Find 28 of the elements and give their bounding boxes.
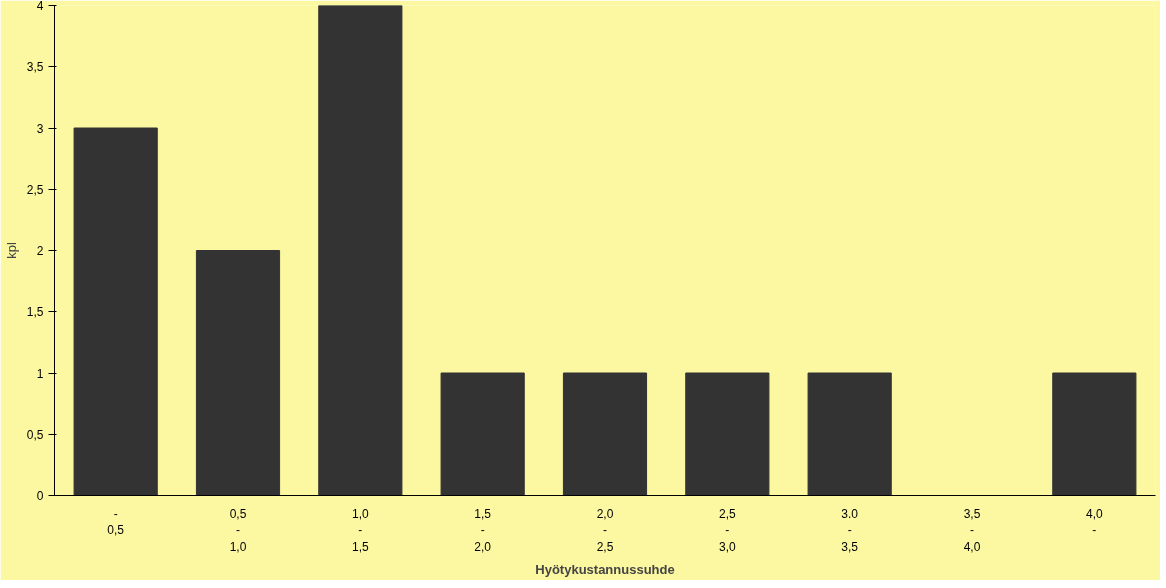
bar: [318, 5, 403, 496]
y-tick-label: 2,5: [26, 182, 44, 197]
y-tick-label: 2: [36, 244, 44, 258]
bar: [562, 372, 648, 496]
y-tick-label: 4: [36, 0, 44, 13]
y-tick-label: 3: [36, 121, 44, 136]
bar: [73, 127, 158, 496]
x-tick-label: 3.0 - 3,5: [841, 506, 859, 555]
bar: [440, 372, 525, 496]
bar: [807, 372, 892, 496]
y-tick-label: 0,5: [26, 427, 44, 442]
y-tick-label: 3,5: [26, 60, 44, 75]
x-tick-label: 3,5 - 4,0: [963, 506, 981, 555]
x-axis-title: Hyötykustannussuhde: [535, 562, 675, 578]
bar: [195, 250, 281, 496]
x-tick-label: 2,0 - 2,5: [596, 506, 614, 555]
x-tick-label: - 0,5: [107, 506, 125, 538]
bar: [685, 372, 770, 496]
x-tick-label: 1,0 - 1,5: [351, 506, 369, 555]
bar: [1052, 372, 1137, 496]
y-tick-label: 0: [36, 489, 44, 503]
x-tick-label: 1,5 - 2,0: [474, 506, 492, 555]
y-axis-title: kpl: [3, 242, 19, 259]
x-tick-label: 0,5 - 1,0: [229, 506, 247, 555]
y-tick-label: 1,5: [26, 305, 44, 320]
x-tick-label: 2,5 - 3,0: [718, 506, 736, 555]
y-tick-label: 1: [36, 366, 44, 381]
x-tick-label: 4,0 -: [1085, 506, 1103, 538]
